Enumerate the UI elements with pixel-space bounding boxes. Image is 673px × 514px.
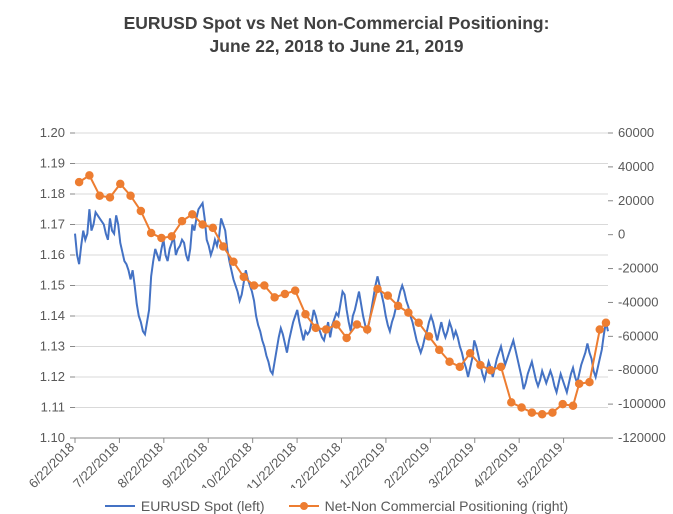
marker [251,282,258,289]
svg-text:40000: 40000 [618,158,654,173]
marker [230,258,237,265]
chart-title: EURUSD Spot vs Net Non-Commercial Positi… [0,0,673,58]
marker [281,290,288,297]
marker [395,302,402,309]
svg-text:1.12: 1.12 [40,369,65,384]
marker [539,410,546,417]
title-line-1: EURUSD Spot vs Net Non-Commercial Positi… [0,12,673,35]
marker [117,180,124,187]
marker [189,210,196,217]
marker [596,326,603,333]
svg-text:1.18: 1.18 [40,186,65,201]
marker [425,332,432,339]
legend: EURUSD Spot (left)Net-Non Commercial Pos… [0,488,673,514]
svg-text:60000: 60000 [618,125,654,140]
marker [436,346,443,353]
svg-text:1.15: 1.15 [40,277,65,292]
marker [384,292,391,299]
legend-line-swatch [105,505,135,507]
marker [240,273,247,280]
marker [559,400,566,407]
svg-text:1.20: 1.20 [40,125,65,140]
marker [602,319,609,326]
svg-text:-120000: -120000 [618,430,666,445]
marker [487,366,494,373]
marker [374,285,381,292]
marker [106,193,113,200]
marker [477,361,484,368]
svg-text:1.10: 1.10 [40,430,65,445]
legend-line-swatch [289,505,319,507]
marker [302,310,309,317]
marker [86,171,93,178]
svg-text:1.16: 1.16 [40,247,65,262]
svg-text:1.14: 1.14 [40,308,65,323]
marker [271,293,278,300]
marker [415,319,422,326]
chart-svg: 1.10 1.11 1.12 1.13 1.14 1.15 1.16 1.17 1.18 1.19… [0,58,673,488]
marker [456,363,463,370]
svg-text:-20000: -20000 [618,260,658,275]
marker [497,363,504,370]
svg-text:20000: 20000 [618,192,654,207]
svg-text:-100000: -100000 [618,396,666,411]
svg-text:5/22/2019: 5/22/2019 [514,439,566,487]
marker [508,398,515,405]
marker [467,349,474,356]
svg-text:1.19: 1.19 [40,155,65,170]
marker [549,409,556,416]
marker [158,234,165,241]
marker [179,217,186,224]
marker [528,409,535,416]
svg-text:1.11: 1.11 [41,399,65,414]
svg-text:1.13: 1.13 [40,338,65,353]
marker [209,224,216,231]
marker [343,334,350,341]
marker [261,282,268,289]
marker [292,287,299,294]
svg-text:0: 0 [618,226,625,241]
marker [323,326,330,333]
legend-marker-icon [300,502,308,510]
marker [148,229,155,236]
chart-container: EURUSD Spot vs Net Non-Commercial Positi… [0,0,673,500]
title-line-2: June 22, 2018 to June 21, 2019 [0,35,673,58]
marker [353,320,360,327]
marker [96,192,103,199]
marker [446,358,453,365]
svg-text:-80000: -80000 [618,362,658,377]
marker [168,232,175,239]
marker [586,378,593,385]
marker [137,207,144,214]
svg-text:-60000: -60000 [618,328,658,343]
marker [76,178,83,185]
marker [576,380,583,387]
marker [570,402,577,409]
marker [364,326,371,333]
marker [199,221,206,228]
svg-text:-40000: -40000 [618,294,658,309]
marker [333,320,340,327]
marker [518,404,525,411]
marker [127,192,134,199]
svg-text:1.17: 1.17 [40,216,65,231]
marker [312,324,319,331]
marker [405,309,412,316]
marker [220,243,227,250]
